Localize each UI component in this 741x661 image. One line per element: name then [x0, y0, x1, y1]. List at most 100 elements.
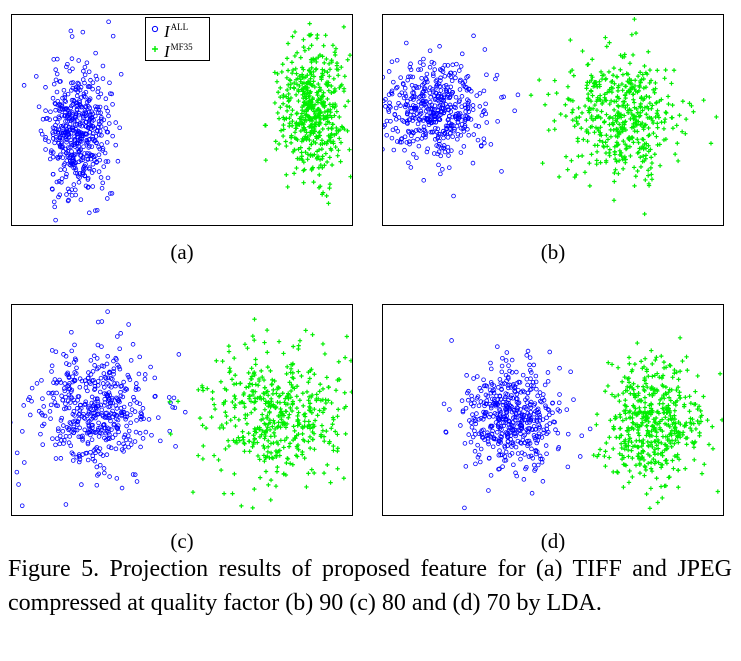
- data-point: [43, 135, 48, 140]
- data-point: [101, 403, 107, 408]
- data-point: [685, 368, 690, 373]
- data-point: [268, 497, 273, 503]
- data-point: [620, 120, 625, 125]
- data-point: [326, 82, 331, 88]
- data-point: [328, 480, 333, 485]
- data-point: [311, 131, 316, 136]
- data-point: [321, 406, 326, 411]
- data-point: [72, 160, 78, 165]
- data-point: [273, 483, 279, 489]
- data-point: [503, 416, 508, 422]
- data-point: [172, 405, 178, 410]
- data-point: [63, 502, 69, 507]
- data-point: [645, 431, 651, 436]
- data-point: [383, 98, 386, 104]
- data-point: [604, 44, 609, 49]
- data-point: [408, 96, 414, 102]
- data-point: [276, 116, 282, 121]
- data-point: [324, 428, 329, 434]
- data-point: [255, 440, 260, 445]
- data-point: [447, 165, 452, 170]
- data-point: [626, 110, 631, 115]
- data-point: [437, 44, 442, 49]
- data-point: [478, 459, 483, 465]
- data-point: [312, 447, 317, 452]
- data-point: [424, 77, 429, 82]
- data-point: [103, 410, 108, 416]
- data-point: [249, 410, 254, 415]
- data-point: [568, 37, 573, 43]
- data-point: [513, 433, 518, 439]
- data-point: [498, 437, 503, 442]
- data-point: [438, 75, 443, 81]
- data-point: [689, 103, 694, 109]
- data-point: [458, 64, 464, 69]
- data-point: [547, 349, 553, 355]
- data-point: [515, 400, 521, 406]
- data-point: [69, 193, 75, 198]
- data-point: [79, 95, 84, 100]
- data-point: [579, 153, 585, 159]
- data-point: [329, 83, 334, 89]
- data-point: [222, 386, 227, 391]
- data-point: [429, 107, 435, 112]
- data-point: [547, 421, 553, 426]
- data-point: [402, 85, 408, 91]
- data-point: [617, 399, 622, 404]
- data-point: [657, 375, 662, 380]
- data-point: [314, 156, 320, 162]
- data-point: [601, 72, 606, 78]
- data-point: [323, 33, 328, 38]
- data-point: [607, 40, 612, 45]
- data-point: [535, 406, 541, 412]
- data-point: [422, 115, 428, 121]
- data-point: [345, 57, 350, 62]
- data-point: [60, 130, 66, 136]
- data-point: [594, 422, 599, 427]
- data-point: [544, 415, 549, 421]
- data-point: [85, 440, 91, 445]
- data-point: [530, 379, 536, 385]
- data-point: [77, 171, 83, 176]
- data-point: [677, 393, 682, 398]
- data-point: [54, 380, 59, 386]
- data-point: [650, 444, 655, 450]
- data-point: [465, 397, 471, 403]
- data-point: [110, 33, 116, 39]
- data-point: [140, 406, 146, 411]
- data-point: [321, 43, 326, 48]
- data-point: [481, 88, 487, 94]
- data-point: [81, 144, 86, 149]
- data-point: [397, 92, 403, 98]
- data-point: [69, 34, 75, 39]
- data-point: [303, 328, 308, 333]
- data-point: [105, 108, 110, 114]
- data-point: [64, 361, 69, 366]
- data-point: [152, 375, 158, 381]
- data-point: [635, 453, 640, 459]
- data-point: [290, 34, 295, 39]
- data-point: [298, 55, 303, 60]
- data-point: [604, 98, 609, 103]
- data-point: [577, 114, 582, 120]
- data-point: [333, 144, 338, 150]
- data-point: [475, 394, 481, 399]
- data-point: [427, 64, 433, 70]
- data-point: [307, 401, 313, 406]
- data-point: [619, 81, 625, 87]
- data-point: [655, 371, 660, 376]
- data-point: [642, 395, 648, 400]
- data-point: [300, 157, 305, 163]
- data-point: [263, 158, 268, 163]
- data-point: [212, 402, 217, 407]
- data-point: [330, 102, 336, 107]
- data-point: [478, 415, 484, 421]
- data-point: [271, 387, 276, 393]
- data-point: [644, 491, 649, 497]
- data-point: [250, 444, 255, 449]
- data-point: [683, 131, 688, 136]
- data-point: [240, 399, 245, 405]
- data-point: [421, 62, 426, 68]
- data-point: [307, 394, 312, 400]
- data-point: [95, 473, 100, 478]
